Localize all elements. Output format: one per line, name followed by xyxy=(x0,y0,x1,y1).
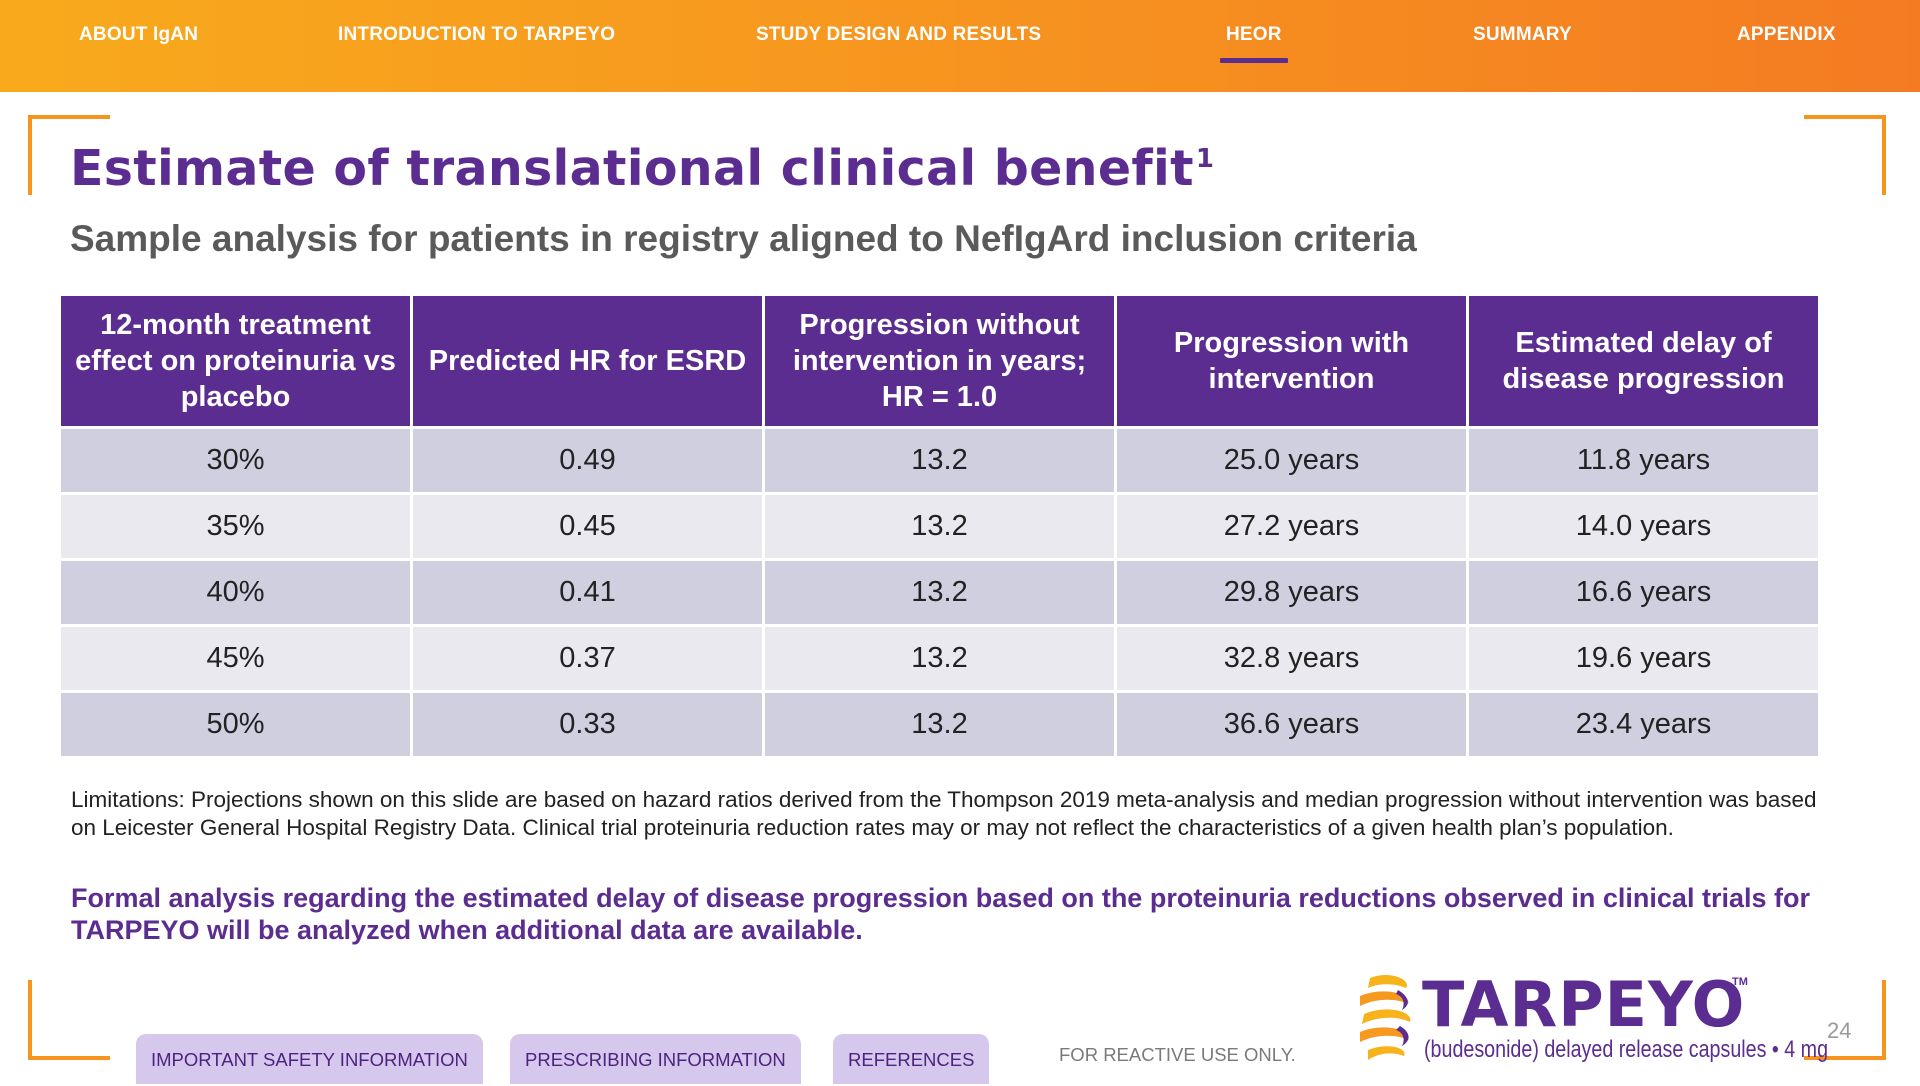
references-button[interactable]: REFERENCES xyxy=(833,1034,990,1084)
logo-tagline: (budesonide) delayed release capsules • … xyxy=(1424,1036,1829,1063)
table-cell: 23.4 years xyxy=(1469,693,1818,756)
table-cell: 0.49 xyxy=(413,429,762,492)
table-cell: 19.6 years xyxy=(1469,627,1818,690)
slide-title: Estimate of translational clinical benef… xyxy=(70,140,1214,197)
header-predicted-hr: Predicted HR for ESRD xyxy=(413,296,762,426)
benefit-table: 12-month treatment effect on proteinuria… xyxy=(58,293,1821,759)
table-cell: 32.8 years xyxy=(1117,627,1466,690)
limitations-note: Limitations: Projections shown on this s… xyxy=(71,787,1817,840)
tarpeyo-logo: TARPEYO TM (budesonide) delayed release … xyxy=(1350,968,1828,1070)
table-header-row: 12-month treatment effect on proteinuria… xyxy=(61,296,1818,426)
top-nav: ABOUT IgAN INTRODUCTION TO TARPEYO STUDY… xyxy=(0,0,1920,92)
header-treatment-effect: 12-month treatment effect on proteinuria… xyxy=(61,296,410,426)
table-cell: 30% xyxy=(61,429,410,492)
table-cell: 13.2 xyxy=(765,561,1114,624)
nav-appendix[interactable]: APPENDIX xyxy=(1737,24,1836,45)
table-cell: 35% xyxy=(61,495,410,558)
table-row: 30% 0.49 13.2 25.0 years 11.8 years xyxy=(61,429,1818,492)
header-progression-with: Progression with intervention xyxy=(1117,296,1466,426)
corner-bracket-bottom-left xyxy=(28,980,110,1060)
table-cell: 13.2 xyxy=(765,495,1114,558)
table-cell: 14.0 years xyxy=(1469,495,1818,558)
formal-analysis-note: Formal analysis regarding the estimated … xyxy=(71,883,1810,945)
corner-bracket-top-left xyxy=(28,115,110,195)
header-estimated-delay: Estimated delay of disease progression xyxy=(1469,296,1818,426)
table-cell: 13.2 xyxy=(765,627,1114,690)
nav-heor[interactable]: HEOR xyxy=(1220,24,1288,63)
table-row: 40% 0.41 13.2 29.8 years 16.6 years xyxy=(61,561,1818,624)
table-cell: 25.0 years xyxy=(1117,429,1466,492)
table-cell: 40% xyxy=(61,561,410,624)
table-cell: 0.33 xyxy=(413,693,762,756)
corner-bracket-top-right xyxy=(1804,115,1886,195)
reactive-use-notice: FOR REACTIVE USE ONLY. xyxy=(1059,1044,1296,1065)
page-number: 24 xyxy=(1827,1018,1852,1043)
nav-about-igan[interactable]: ABOUT IgAN xyxy=(79,24,199,45)
table-cell: 16.6 years xyxy=(1469,561,1818,624)
nav-introduction-to-tarpeyo[interactable]: INTRODUCTION TO TARPEYO xyxy=(338,24,616,45)
table-cell: 29.8 years xyxy=(1117,561,1466,624)
table-row: 45% 0.37 13.2 32.8 years 19.6 years xyxy=(61,627,1818,690)
tarpeyo-logo-mark-icon xyxy=(1360,975,1411,1060)
slide-subtitle: Sample analysis for patients in registry… xyxy=(70,218,1417,259)
table-cell: 13.2 xyxy=(765,693,1114,756)
table-cell: 27.2 years xyxy=(1117,495,1466,558)
logo-wordmark: TARPEYO xyxy=(1422,968,1746,1041)
table-cell: 0.41 xyxy=(413,561,762,624)
table-row: 35% 0.45 13.2 27.2 years 14.0 years xyxy=(61,495,1818,558)
slide-title-text: Estimate of translational clinical benef… xyxy=(70,140,1194,197)
corner-bracket-bottom-right xyxy=(1804,980,1886,1060)
table-cell: 13.2 xyxy=(765,429,1114,492)
prescribing-information-button[interactable]: PRESCRIBING INFORMATION xyxy=(510,1034,801,1084)
header-progression-without: Progression without intervention in year… xyxy=(765,296,1114,426)
nav-study-design-and-results[interactable]: STUDY DESIGN AND RESULTS xyxy=(756,24,1042,45)
nav-summary[interactable]: SUMMARY xyxy=(1473,24,1572,45)
table-cell: 11.8 years xyxy=(1469,429,1818,492)
table-cell: 50% xyxy=(61,693,410,756)
table-cell: 45% xyxy=(61,627,410,690)
important-safety-information-button[interactable]: IMPORTANT SAFETY INFORMATION xyxy=(136,1034,483,1084)
table-row: 50% 0.33 13.2 36.6 years 23.4 years xyxy=(61,693,1818,756)
table-cell: 0.45 xyxy=(413,495,762,558)
table-cell: 0.37 xyxy=(413,627,762,690)
title-footnote-marker: 1 xyxy=(1195,144,1215,174)
table-cell: 36.6 years xyxy=(1117,693,1466,756)
logo-trademark: TM xyxy=(1732,976,1748,988)
